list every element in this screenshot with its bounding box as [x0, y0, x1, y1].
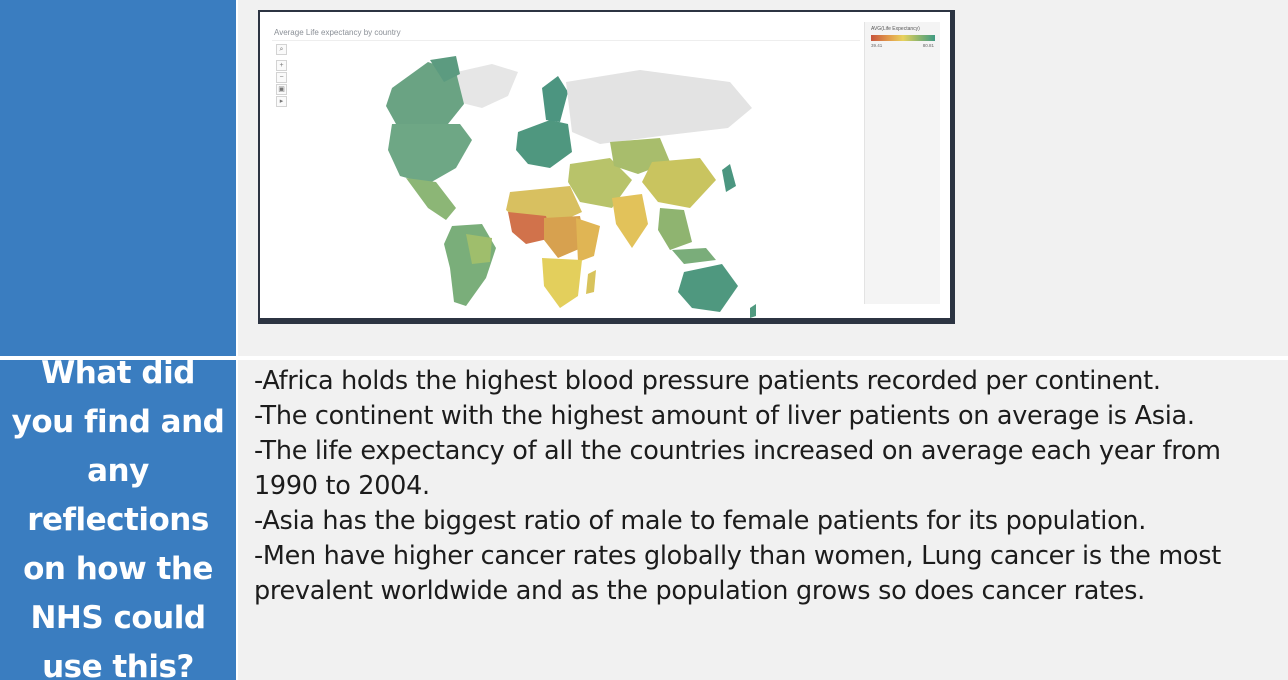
table-cell-blank	[0, 0, 236, 356]
map-region-southern-africa	[542, 258, 582, 308]
map-region-scandinavia	[542, 76, 568, 122]
embedded-screenshot: Average Life expectancy by country ⌕ + −…	[258, 10, 955, 324]
legend-max-value: 80.81	[922, 43, 934, 48]
map-region-usa	[388, 124, 472, 184]
map-region-east-africa	[576, 218, 600, 262]
question-heading: What did you find and any reflections on…	[11, 354, 225, 680]
legend-min-value: 39.41	[871, 43, 883, 48]
map-region-madagascar	[586, 270, 596, 294]
map-region-west-africa	[508, 212, 552, 244]
map-region-india	[612, 194, 648, 248]
search-icon[interactable]: ⌕	[276, 44, 287, 55]
map-region-central-america	[406, 178, 456, 220]
map-region-alaska	[430, 56, 460, 82]
map-region-indonesia	[672, 248, 716, 264]
map-region-europe	[516, 120, 572, 168]
finding-item: -The continent with the highest amount o…	[254, 401, 1195, 431]
legend-title: AVG(Life Expectancy)	[871, 26, 920, 32]
pin-icon[interactable]: ▣	[276, 84, 287, 95]
zoom-in-icon[interactable]: +	[276, 60, 287, 71]
map-title: Average Life expectancy by country	[274, 28, 401, 37]
map-region-russia	[566, 70, 752, 144]
question-cell: What did you find and any reflections on…	[0, 355, 236, 680]
finding-item: -Men have higher cancer rates globally t…	[254, 541, 1221, 606]
findings-list: -Africa holds the highest blood pressure…	[254, 364, 1288, 609]
map-region-greenland	[448, 64, 518, 108]
map-region-new-zealand	[750, 304, 756, 318]
title-divider	[272, 40, 860, 41]
play-icon[interactable]: ▸	[276, 96, 287, 107]
legend-panel: AVG(Life Expectancy) 39.41 80.81	[864, 22, 940, 304]
map-toolbar: ⌕ + − ▣ ▸	[276, 44, 288, 108]
legend-color-scale	[871, 35, 935, 41]
map-region-brazil	[466, 234, 492, 264]
map-region-japan	[722, 164, 736, 192]
world-map	[386, 56, 756, 318]
map-region-southeast-asia	[658, 208, 692, 250]
map-panel: Average Life expectancy by country ⌕ + −…	[260, 12, 950, 318]
map-region-middle-east	[568, 158, 632, 208]
map-region-central-africa	[544, 216, 586, 258]
finding-item: -Asia has the biggest ratio of male to f…	[254, 506, 1147, 536]
zoom-out-icon[interactable]: −	[276, 72, 287, 83]
map-region-china	[642, 158, 716, 208]
map-region-australia	[678, 264, 738, 312]
findings-cell: -Africa holds the highest blood pressure…	[238, 360, 1288, 680]
finding-item: -The life expectancy of all the countrie…	[254, 436, 1221, 501]
finding-item: -Africa holds the highest blood pressure…	[254, 366, 1161, 396]
